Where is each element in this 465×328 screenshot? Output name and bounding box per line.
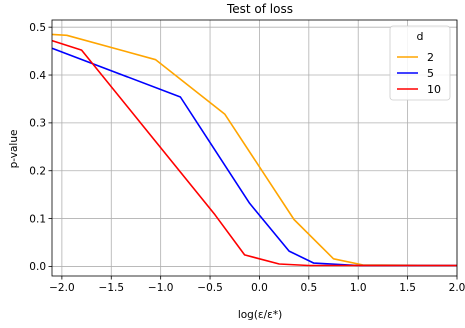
legend-title: d [417,30,424,43]
y-tick-label: 0.0 [29,261,46,273]
x-tick-label: −0.5 [197,282,223,294]
y-tick-label: 0.2 [29,166,46,178]
legend-label-d-2: 2 [427,51,434,64]
series-line-d-2 [51,33,458,267]
grid-lines [52,20,458,276]
x-tick-label: 1.5 [399,282,416,294]
legend-label-d-10: 10 [427,83,441,96]
x-tick-label: 0.0 [251,282,268,294]
x-tick-label: 0.5 [300,282,317,294]
axis-ticks: −2.0 −1.5 −1.0 −0.5 0.0 0.5 1.0 1.5 2.0 0.0 0.1 0.2… [29,22,465,294]
series-line-d-10 [51,39,457,267]
x-axis-label: log(ε/ε*) [238,309,282,321]
series-lines [51,33,458,267]
x-tick-label: 1.0 [350,282,367,294]
legend-box [389,25,451,101]
legend-label-d-5: 5 [427,67,434,80]
x-tick-label: 2.0 [449,282,465,294]
y-axis-label: p-value [8,130,20,169]
x-tick-label: −1.5 [99,282,125,294]
plot-frame [51,19,458,277]
legend: d2 5 10 [389,25,451,101]
y-tick-label: 0.4 [29,70,46,82]
x-tick-label: −1.0 [148,282,174,294]
y-tick-label: 0.3 [29,118,46,130]
y-tick-label: 0.5 [29,22,46,34]
x-tick-label: −2.0 [49,282,75,294]
y-tick-label: 0.1 [29,213,46,225]
chart-title: Test of loss [226,2,293,16]
